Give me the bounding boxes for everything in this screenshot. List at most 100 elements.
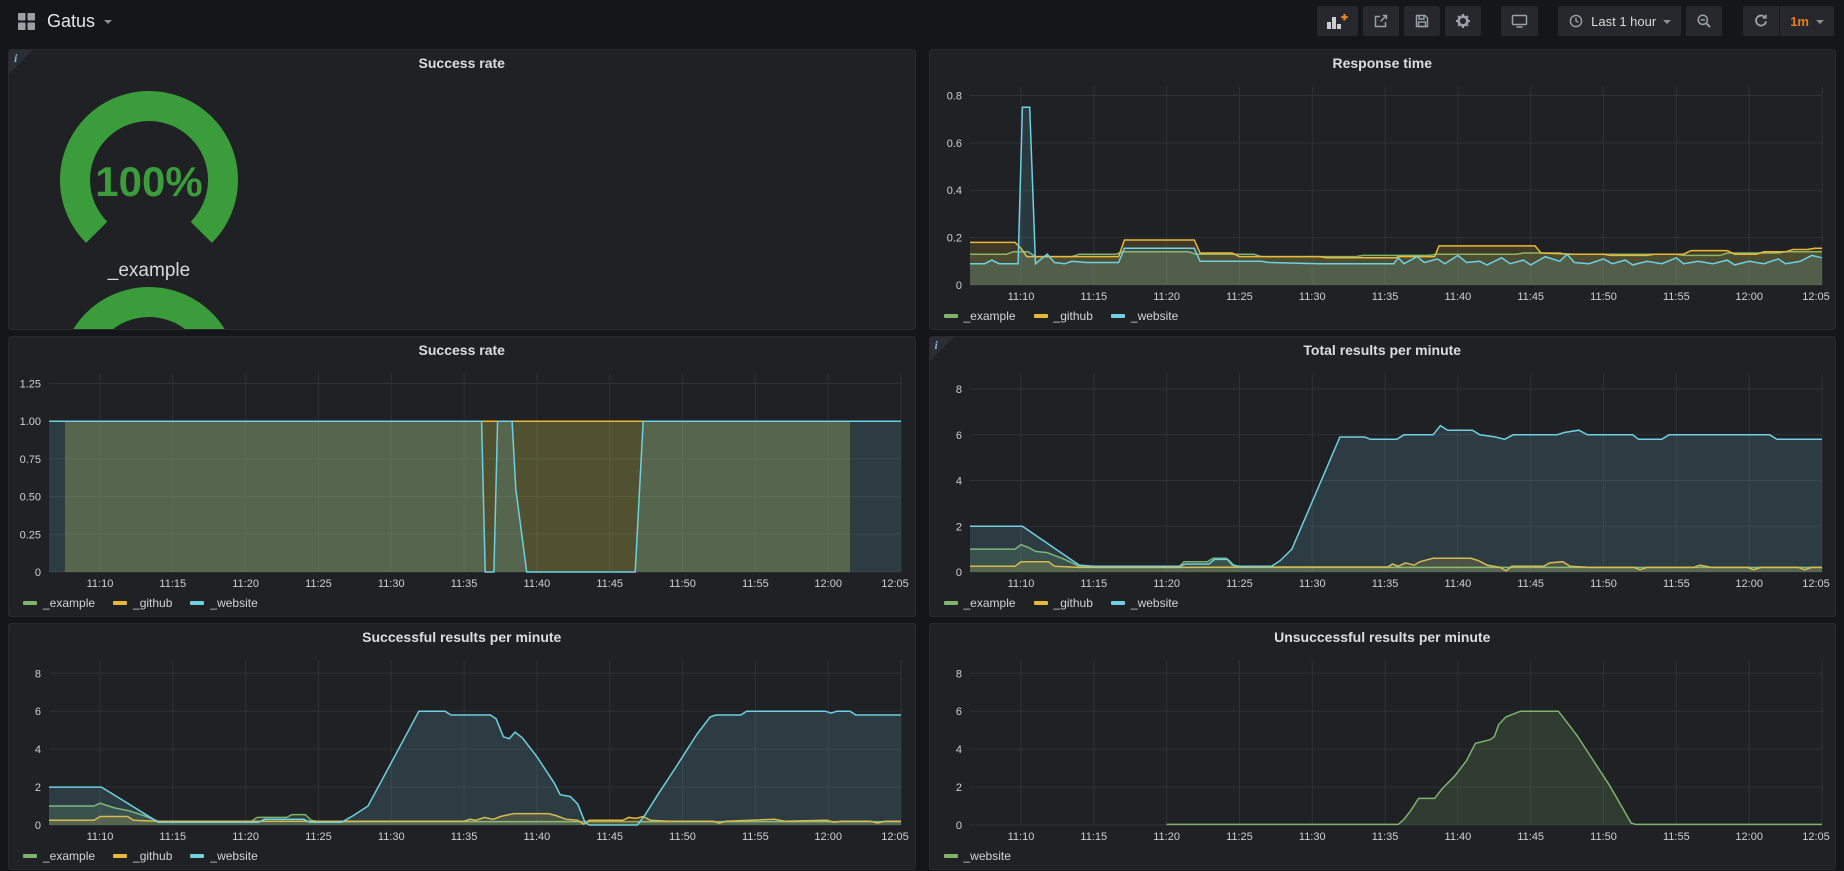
refresh-button[interactable] — [1743, 6, 1779, 36]
x-axis-tick: 11:30 — [1298, 831, 1325, 843]
x-axis-tick: 11:20 — [1153, 291, 1180, 303]
x-axis-tick: 11:55 — [1662, 831, 1689, 843]
panel-title[interactable]: Success rate — [9, 337, 915, 363]
y-axis-tick: 0.2 — [946, 233, 961, 245]
tv-mode-button[interactable] — [1501, 6, 1538, 36]
legend-item-_github[interactable]: _github — [113, 596, 172, 610]
panel-title[interactable]: Success rate — [9, 50, 915, 76]
dashboards-grid-icon[interactable] — [18, 13, 35, 30]
legend-item-_website[interactable]: _website — [1111, 596, 1178, 610]
legend-item-_example[interactable]: _example — [23, 596, 95, 610]
x-axis-tick: 11:35 — [451, 831, 478, 843]
legend-label: _example — [964, 596, 1016, 610]
success-rate-ts-plot[interactable]: 00.250.500.751.001.2511:1011:1511:2011:2… — [9, 363, 915, 592]
x-axis-tick: 11:10 — [1007, 578, 1034, 590]
share-icon — [1373, 13, 1389, 29]
total-results-chart: 0246811:1011:1511:2011:2511:3011:3511:40… — [930, 363, 1836, 614]
share-dashboard-button[interactable] — [1363, 6, 1399, 36]
x-axis-tick: 12:00 — [1735, 291, 1763, 303]
x-axis-tick: 11:25 — [1226, 831, 1253, 843]
successful-results-plot[interactable]: 0246811:1011:1511:2011:2511:3011:3511:40… — [9, 650, 915, 845]
total-results-plot[interactable]: 0246811:1011:1511:2011:2511:3011:3511:40… — [930, 363, 1836, 592]
y-axis-tick: 6 — [955, 706, 961, 718]
x-axis-tick: 11:25 — [305, 831, 332, 843]
panel-success-rate-gauges: i Success rate 100%_example100%_github78… — [8, 49, 916, 330]
x-axis-tick: 11:40 — [524, 831, 551, 843]
chart-legend: _example _github _website — [930, 592, 1836, 614]
zoom-out-button[interactable] — [1686, 6, 1722, 36]
panel-title[interactable]: Unsuccessful results per minute — [930, 624, 1836, 650]
dashboard-settings-button[interactable] — [1445, 6, 1481, 36]
x-axis-tick: 11:45 — [1517, 291, 1544, 303]
panel-info-icon[interactable]: i — [930, 337, 954, 361]
x-axis-tick: 11:50 — [1590, 291, 1617, 303]
x-axis-tick: 11:15 — [1080, 578, 1107, 590]
x-axis-tick: 12:05 — [1802, 831, 1830, 843]
x-axis-tick: 11:50 — [1590, 578, 1617, 590]
y-axis-tick: 0 — [955, 820, 961, 832]
legend-item-_website[interactable]: _website — [190, 596, 257, 610]
y-axis-tick: 0.75 — [20, 454, 41, 466]
chart-legend: _website — [930, 845, 1836, 867]
dashboard-title-menu[interactable]: Gatus — [47, 11, 112, 32]
legend-swatch — [23, 601, 37, 605]
panel-title[interactable]: Successful results per minute — [9, 624, 915, 650]
y-axis-tick: 8 — [955, 668, 961, 680]
save-dashboard-button[interactable] — [1404, 6, 1440, 36]
gauge-_github: 100%_github — [9, 282, 289, 330]
gauge-value: 100% — [95, 158, 202, 205]
save-icon — [1414, 13, 1430, 29]
series-line-_website — [970, 107, 1822, 265]
panel-title[interactable]: Response time — [930, 50, 1836, 76]
legend-item-_github[interactable]: _github — [113, 849, 172, 863]
legend-item-_website[interactable]: _website — [190, 849, 257, 863]
legend-item-_example[interactable]: _example — [944, 309, 1016, 323]
x-axis-tick: 11:30 — [1298, 578, 1325, 590]
legend-item-_website[interactable]: _website — [944, 849, 1011, 863]
panel-title[interactable]: Total results per minute — [930, 337, 1836, 363]
x-axis-tick: 11:20 — [232, 578, 259, 590]
x-axis-tick: 11:40 — [1444, 831, 1471, 843]
x-axis-tick: 11:30 — [378, 578, 405, 590]
refresh-interval-dropdown[interactable]: 1m — [1780, 6, 1834, 36]
x-axis-tick: 11:55 — [742, 831, 769, 843]
panel-info-icon[interactable]: i — [9, 50, 33, 74]
gauge-label: _example — [108, 260, 190, 282]
y-axis-tick: 2 — [955, 521, 961, 533]
x-axis-tick: 11:15 — [1080, 291, 1107, 303]
x-axis-tick: 11:50 — [669, 831, 696, 843]
y-axis-tick: 8 — [955, 384, 961, 396]
panel-success-rate-timeseries: Success rate 00.250.500.751.001.2511:101… — [8, 336, 916, 617]
legend-label: _github — [133, 849, 172, 863]
legend-label: _example — [43, 849, 95, 863]
y-axis-tick: 4 — [35, 744, 41, 756]
x-axis-tick: 11:10 — [1007, 291, 1034, 303]
series-area-_website — [970, 426, 1822, 572]
legend-item-_example[interactable]: _example — [23, 849, 95, 863]
panel-unsuccessful-results: Unsuccessful results per minute 0246811:… — [929, 623, 1837, 870]
unsuccessful-results-plot[interactable]: 0246811:1011:1511:2011:2511:3011:3511:40… — [930, 650, 1836, 845]
legend-item-_example[interactable]: _example — [944, 596, 1016, 610]
x-axis-tick: 11:35 — [1371, 291, 1398, 303]
info-glyph: i — [935, 338, 938, 353]
panel-successful-results: Successful results per minute 0246811:10… — [8, 623, 916, 870]
x-axis-tick: 12:05 — [881, 831, 909, 843]
add-panel-icon — [1327, 13, 1348, 29]
time-range-picker[interactable]: Last 1 hour — [1558, 6, 1681, 36]
x-axis-tick: 12:00 — [814, 831, 842, 843]
legend-label: _github — [133, 596, 172, 610]
x-axis-tick: 11:30 — [378, 831, 405, 843]
response-time-plot[interactable]: 00.20.40.60.811:1011:1511:2011:2511:3011… — [930, 76, 1836, 305]
add-panel-button[interactable] — [1317, 6, 1358, 36]
legend-item-_website[interactable]: _website — [1111, 309, 1178, 323]
legend-item-_github[interactable]: _github — [1034, 596, 1093, 610]
legend-swatch — [113, 601, 127, 605]
series-area-_website — [49, 711, 901, 825]
x-axis-tick: 11:30 — [1298, 291, 1325, 303]
y-axis-tick: 1.25 — [20, 379, 41, 391]
x-axis-tick: 11:25 — [305, 578, 332, 590]
y-axis-tick: 8 — [35, 668, 41, 680]
y-axis-tick: 1.00 — [20, 416, 41, 428]
x-axis-tick: 11:10 — [87, 578, 114, 590]
legend-item-_github[interactable]: _github — [1034, 309, 1093, 323]
